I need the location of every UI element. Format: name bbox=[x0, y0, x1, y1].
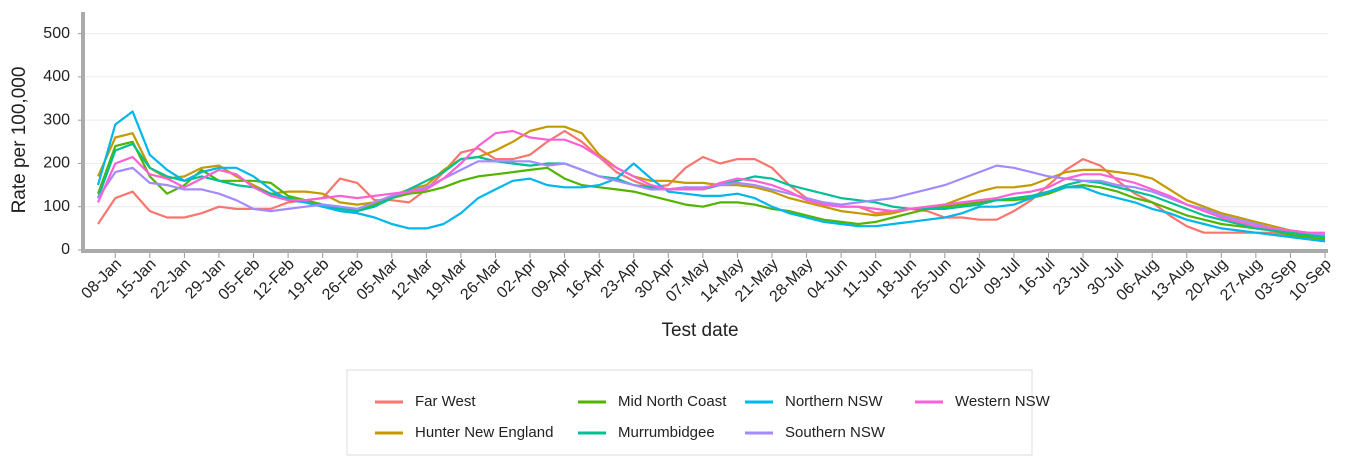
y-tick-label: 400 bbox=[43, 68, 70, 85]
y-axis-title: Rate per 100,000 bbox=[9, 67, 30, 214]
x-tick-label: 23-Jul bbox=[1050, 256, 1093, 299]
series-line bbox=[96, 110, 1326, 243]
y-tick-label: 200 bbox=[43, 155, 70, 172]
y-tick-label: 0 bbox=[61, 241, 70, 258]
series-line bbox=[96, 125, 1326, 236]
x-axis-title: Test date bbox=[661, 320, 738, 341]
series-line bbox=[96, 140, 1326, 241]
legend-label: Far West bbox=[415, 393, 476, 410]
x-tick-label: 16-Jul bbox=[1015, 256, 1058, 299]
x-tick-label: 02-Jul bbox=[946, 256, 989, 299]
legend-label: Western NSW bbox=[955, 393, 1051, 410]
legend-label: Hunter New England bbox=[415, 424, 553, 441]
x-tick-label: 09-Jul bbox=[981, 256, 1024, 299]
y-tick-label: 100 bbox=[43, 198, 70, 215]
y-tick-label: 300 bbox=[43, 111, 70, 128]
series-line bbox=[96, 129, 1325, 234]
legend-label: Southern NSW bbox=[785, 424, 886, 441]
legend-box bbox=[346, 369, 1033, 456]
y-tick-label: 500 bbox=[43, 25, 70, 42]
legend-label: Murrumbidgee bbox=[618, 424, 715, 441]
legend-label: Mid North Coast bbox=[618, 393, 727, 410]
legend-label: Northern NSW bbox=[785, 393, 883, 410]
